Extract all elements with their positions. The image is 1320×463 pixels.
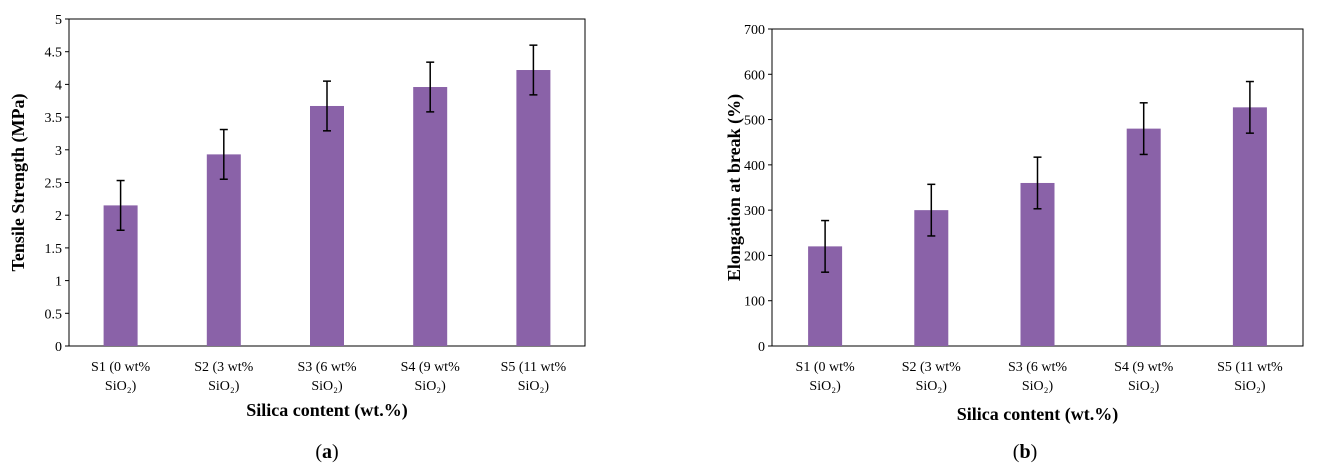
x-tick-label: S4 (9 wt% SiO₂) bbox=[401, 360, 460, 394]
x-tick-label: S3 (6 wt% SiO₂) bbox=[1008, 360, 1067, 394]
y-tick-label: 3 bbox=[55, 144, 62, 159]
y-tick-label: 100 bbox=[744, 295, 765, 310]
bar bbox=[413, 87, 448, 347]
y-tick-label: 300 bbox=[744, 204, 765, 219]
chart-panel-b: 0 100 200 300 400 500 600 700 S1 (0 wt% SiO₂) S2 (… bbox=[724, 23, 1304, 425]
bar bbox=[310, 105, 344, 347]
bar bbox=[206, 154, 241, 346]
y-tick-label: 5 bbox=[55, 13, 62, 28]
bar bbox=[1020, 182, 1055, 346]
y-tick-label: 400 bbox=[744, 159, 765, 174]
y-tick-label: 3.5 bbox=[45, 111, 63, 126]
x-tick-label: S2 (3 wt% SiO₂) bbox=[902, 360, 961, 394]
y-tick-label: 2 bbox=[55, 209, 62, 224]
y-tick-label: 0 bbox=[758, 340, 765, 355]
x-tick-label: S3 (6 wt% SiO₂) bbox=[297, 360, 356, 394]
x-tick-label: S1 (0 wt% SiO₂) bbox=[796, 360, 855, 394]
x-axis-title: Silica content (wt.%) bbox=[957, 404, 1118, 425]
y-tick-label: 4.5 bbox=[45, 46, 63, 61]
y-tick-label: 0.5 bbox=[45, 307, 63, 322]
bar bbox=[516, 70, 551, 347]
x-tick-label: S4 (9 wt% SiO₂) bbox=[1114, 360, 1173, 394]
x-tick-label: S5 (11 wt% SiO₂) bbox=[501, 360, 567, 394]
y-tick-label: 4 bbox=[55, 78, 62, 93]
panel-label-b: (b) bbox=[1013, 441, 1037, 463]
y-tick-label: 1.5 bbox=[45, 242, 63, 257]
x-axis-title: Silica content (wt.%) bbox=[246, 400, 407, 421]
y-tick-label: 200 bbox=[744, 249, 765, 264]
x-tick-label: S2 (3 wt% SiO₂) bbox=[194, 360, 253, 394]
x-tick-label: S5 (11 wt% SiO₂) bbox=[1217, 360, 1283, 394]
bar bbox=[1232, 107, 1267, 346]
y-tick-label: 1 bbox=[55, 275, 62, 290]
y-tick-label: 600 bbox=[744, 68, 765, 83]
chart-panel-a: 0 0.5 1 1.5 2 2.5 3 3.5 4 4.5 5 S1 (0 wt% SiO₂) S2 (3… bbox=[8, 13, 586, 421]
y-tick-label: 500 bbox=[744, 114, 765, 129]
bar bbox=[1126, 128, 1161, 346]
y-tick-label: 0 bbox=[55, 340, 62, 355]
y-axis-title: Elongation at break (%) bbox=[724, 94, 745, 281]
y-tick-label: 700 bbox=[744, 23, 765, 38]
panel-label-a: (a) bbox=[315, 441, 338, 463]
x-tick-label: S1 (0 wt% SiO₂) bbox=[91, 360, 150, 394]
y-tick-label: 2.5 bbox=[45, 177, 63, 192]
y-axis-title: Tensile Strength (MPa) bbox=[8, 93, 29, 271]
